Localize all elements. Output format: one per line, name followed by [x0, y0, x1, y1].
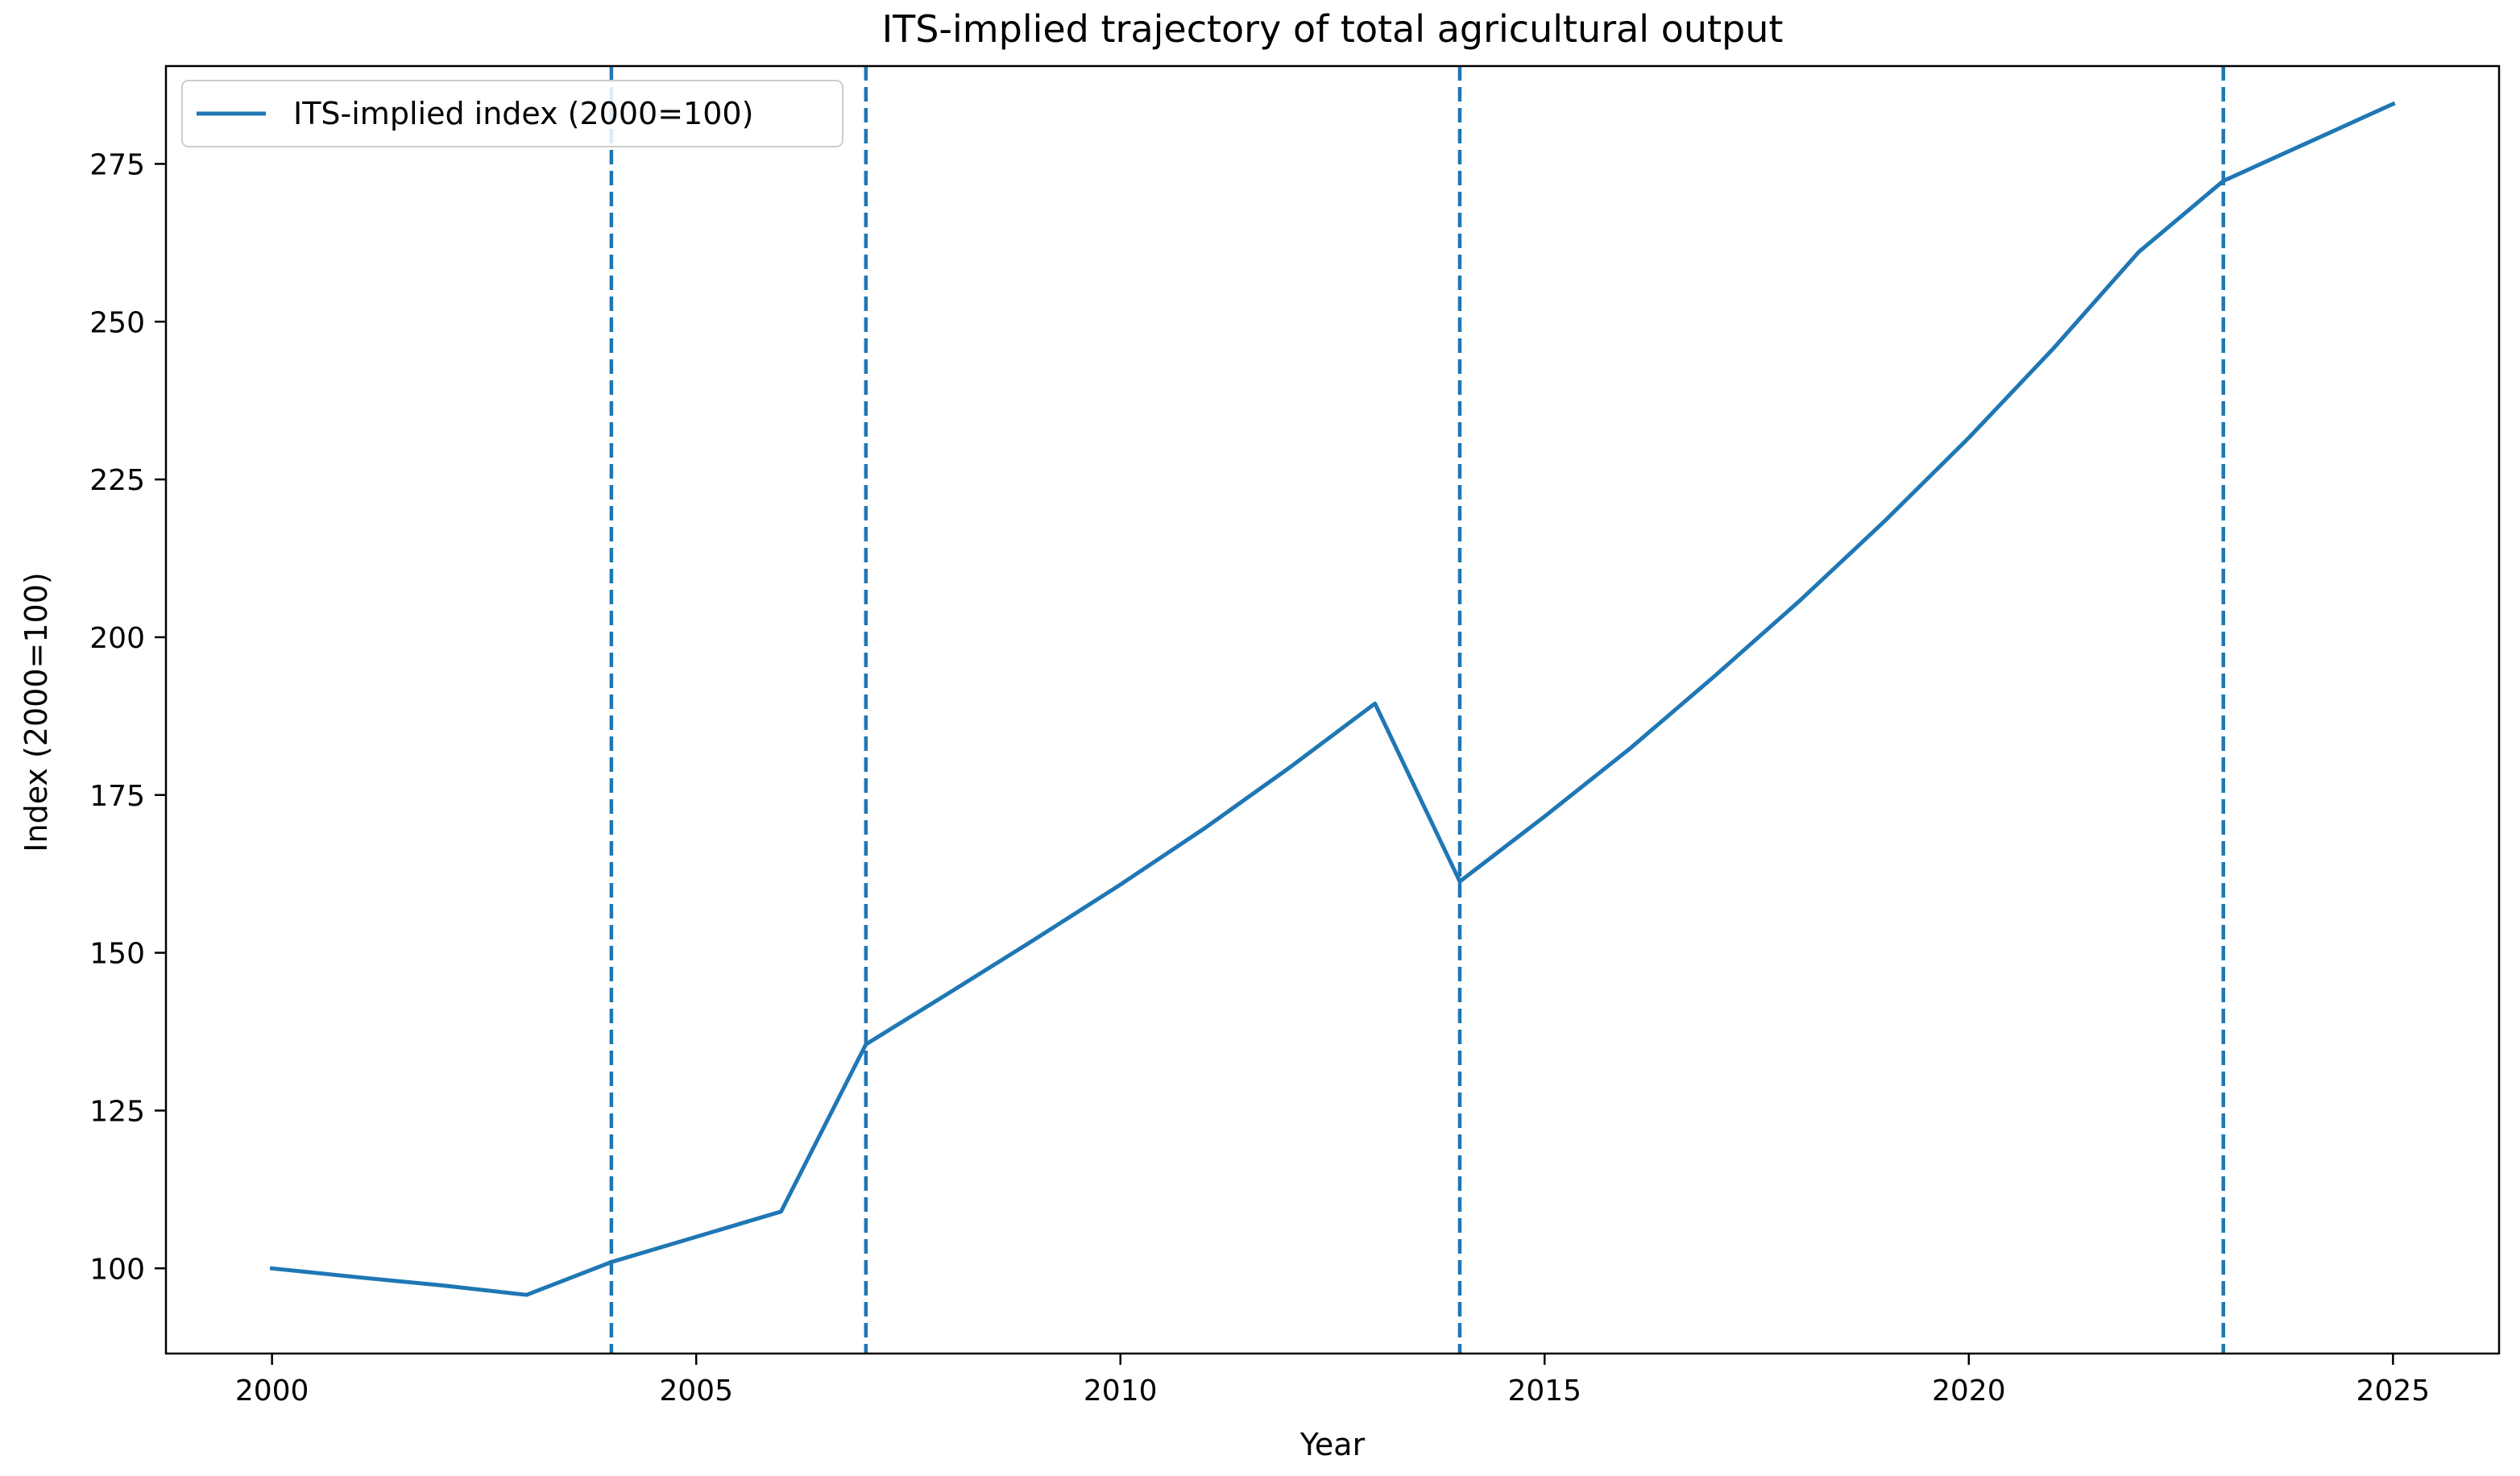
y-tick-label-225: 225 — [89, 464, 145, 497]
legend: ITS-implied index (2000=100) — [181, 80, 843, 147]
y-tick-label-125: 125 — [89, 1095, 145, 1128]
x-tick-label-2005: 2005 — [659, 1374, 733, 1408]
axes-frame — [164, 64, 2501, 1355]
legend-box — [181, 80, 843, 147]
y-tick-label-175: 175 — [89, 780, 145, 813]
x-axis-label: Year — [1299, 1427, 1366, 1462]
y-axis-label: Index (2000=100) — [19, 572, 54, 852]
y-tick-label-100: 100 — [89, 1253, 145, 1286]
series-line — [269, 101, 2396, 1297]
x-tick-label-2010: 2010 — [1084, 1374, 1158, 1408]
plot-area: 2000 2005 2010 2015 2020 2025 100 125 150 175 200 2… — [89, 64, 2501, 1408]
y-tick-label-275: 275 — [89, 148, 145, 181]
x-tick-label-2015: 2015 — [1507, 1374, 1581, 1408]
y-tick-label-200: 200 — [89, 622, 145, 655]
x-tick-label-2000: 2000 — [235, 1374, 309, 1408]
legend-label: ITS-implied index (2000=100) — [293, 96, 753, 131]
x-tick-label-2020: 2020 — [1932, 1374, 2006, 1408]
chart-title: ITS-implied trajectory of total agricult… — [882, 7, 1784, 51]
x-tick-label-2025: 2025 — [2356, 1374, 2431, 1408]
y-tick-label-250: 250 — [89, 306, 145, 339]
y-tick-label-150: 150 — [89, 938, 145, 971]
